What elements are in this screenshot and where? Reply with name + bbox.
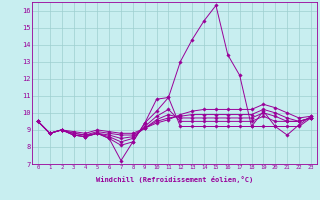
X-axis label: Windchill (Refroidissement éolien,°C): Windchill (Refroidissement éolien,°C) <box>96 176 253 183</box>
